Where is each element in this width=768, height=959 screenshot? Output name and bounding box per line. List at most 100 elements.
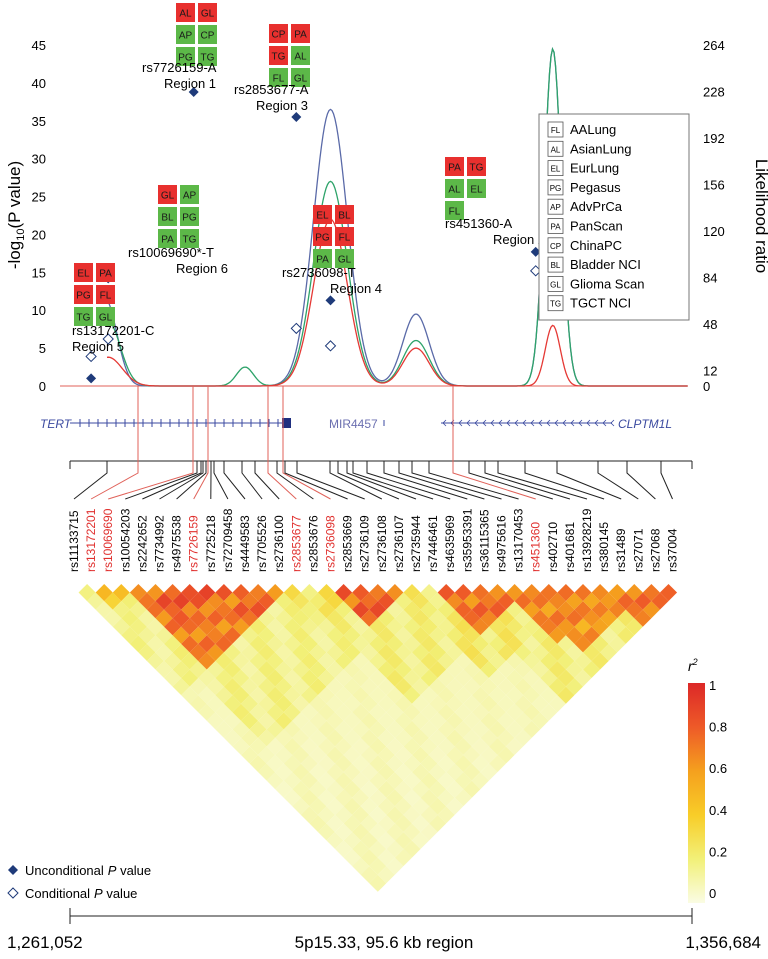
study-tile-code: AP [183, 191, 197, 202]
legend-suffix: value [116, 863, 151, 878]
left-tick-label: 35 [32, 114, 46, 129]
legend-p: P [94, 886, 103, 901]
snp-connector [598, 461, 638, 499]
legend-word: Unconditional [25, 863, 104, 878]
right-axis-label: Likelihood ratio [752, 159, 768, 273]
study-tile-code: PA [448, 163, 461, 174]
snp-label: rs13170453 [512, 508, 526, 572]
left-axis-label-sub: 10 [15, 229, 27, 241]
colorbar-title-sup: 2 [692, 657, 698, 667]
snp-label: rs72709458 [221, 508, 235, 572]
snp-label: rs401681 [563, 522, 577, 572]
snp-connector [242, 461, 262, 499]
region-name: Region 1 [164, 76, 216, 91]
snp-label: rs2735944 [409, 515, 423, 572]
study-tile-code: AL [448, 185, 461, 196]
legend-code: FL [551, 126, 561, 135]
legend-label: Bladder NCI [570, 257, 641, 272]
right-tick-label: 120 [703, 224, 725, 239]
left-tick-label: 45 [32, 38, 46, 53]
snp-label: rs2736100 [272, 515, 286, 572]
ld-heatmap [79, 584, 678, 892]
snp-connectors [70, 386, 692, 499]
study-tile-code: AL [294, 52, 307, 63]
snp-label: rs11133715 [67, 510, 81, 572]
snp-label: rs7705526 [255, 515, 269, 572]
region-snp-label: rs10069690*-T [128, 245, 214, 260]
legend-code: GL [550, 280, 561, 289]
region-name: Region 5 [72, 339, 124, 354]
snp-label: rs7446461 [426, 515, 440, 572]
study-tile-code: GL [201, 9, 215, 20]
study-tile-code: EL [470, 185, 483, 196]
left-tick-label: 10 [32, 303, 46, 318]
left-axis-label: -log10(P value) [5, 161, 27, 269]
snp-label: rs2853677 [289, 515, 303, 572]
region-name: Region 4 [330, 281, 382, 296]
legend-label: AsianLung [570, 141, 631, 156]
colorbar-tick: 0.8 [709, 720, 727, 735]
snp-label: rs402710 [546, 522, 560, 572]
snp-label: rs451360 [529, 522, 543, 572]
left-tick-label: 30 [32, 152, 46, 167]
left-tick-label: 15 [32, 265, 46, 280]
snp-label: rs37004 [666, 528, 680, 572]
left-tick-label: 0 [39, 379, 46, 394]
study-tile-code: PA [316, 255, 329, 266]
snp-connector [108, 461, 193, 499]
snp-label: rs35953391 [460, 508, 474, 572]
study-tile-code: PA [161, 235, 174, 246]
region-name: Region 3 [256, 98, 308, 113]
left-tick-label: 20 [32, 227, 46, 242]
colorbar-tick: 0.6 [709, 761, 727, 776]
study-tile-code: PA [99, 269, 112, 280]
snp-label: rs2242652 [135, 515, 149, 572]
legend-label: ChinaPC [570, 238, 622, 253]
left-tick-label: 40 [32, 76, 46, 91]
gene-label-tert: TERT [40, 417, 73, 431]
legend-code: CP [550, 242, 561, 251]
snp-label: rs4975538 [170, 515, 184, 572]
legend-label: AALung [570, 122, 616, 137]
study-tile-code: TG [272, 52, 286, 63]
snp-connector [525, 461, 604, 499]
legend-label: TGCT NCI [570, 296, 631, 311]
snp-label: rs4635969 [443, 515, 457, 572]
study-tile-code: GL [99, 313, 113, 324]
study-tile-code: PG [182, 213, 197, 224]
snp-label: rs2736107 [392, 515, 406, 572]
legend-code: TG [550, 300, 561, 309]
right-tick-label: 192 [703, 131, 725, 146]
study-tile-code: TG [77, 313, 91, 324]
right-tick-label: 0 [703, 379, 710, 394]
snp-label: rs4975616 [495, 515, 509, 572]
study-tile-code: BL [161, 213, 174, 224]
snp-label: rs2736098 [324, 515, 338, 572]
study-tile-code: BL [338, 211, 351, 222]
unconditional-point [86, 373, 96, 383]
snp-label: rs7734992 [153, 515, 167, 572]
study-tile-code: AP [179, 31, 193, 42]
colorbar-tick: 0 [709, 886, 716, 901]
study-tile-code: TG [183, 235, 197, 246]
study-tile-code: GL [338, 255, 352, 266]
legend-code: BL [551, 261, 561, 270]
study-tile-code: CP [201, 31, 215, 42]
study-tile-code: PA [294, 30, 307, 41]
study-tile-code: PG [315, 233, 330, 244]
study-tile-code: AL [179, 9, 192, 20]
snp-label: rs27068 [648, 528, 662, 572]
left-tick-label: 25 [32, 190, 46, 205]
region-snp-label: rs451360-A [445, 216, 513, 231]
left-axis-label-rest: (P value) [5, 161, 24, 229]
snp-connector [661, 461, 673, 499]
region-start-label: 1,261,052 [7, 933, 83, 952]
snp-label: rs2853676 [306, 515, 320, 572]
region-end-label: 1,356,684 [685, 933, 761, 952]
legend-code: PG [550, 184, 562, 193]
